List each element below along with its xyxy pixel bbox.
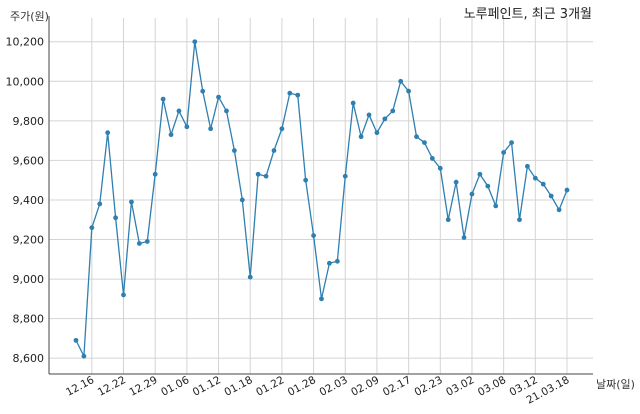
- x-tick-labels: 12.16 12.22 12.29 01.06 01.12 01.18 01.22 01.28…: [64, 374, 571, 407]
- data-points: [73, 39, 570, 359]
- grid: [49, 18, 593, 374]
- data-point: [540, 181, 546, 187]
- data-point: [532, 175, 538, 181]
- x-tick-label: 02.17: [381, 374, 413, 399]
- data-point: [81, 353, 87, 359]
- data-point: [295, 92, 301, 98]
- data-point: [311, 233, 316, 238]
- x-tick-label: 03.08: [476, 374, 508, 399]
- data-point: [247, 274, 253, 280]
- x-tick-label: 02.09: [349, 374, 381, 399]
- axes: [48, 16, 593, 375]
- data-point: [422, 140, 427, 146]
- data-point: [89, 225, 95, 231]
- y-tick-label: 9,600: [13, 154, 45, 167]
- data-point: [525, 163, 530, 169]
- data-point: [113, 215, 118, 221]
- y-tick-label: 10,000: [6, 75, 45, 88]
- y-tick-label: 10,200: [6, 36, 45, 49]
- chart-title: 노루페인트, 최근 3개월: [464, 7, 592, 22]
- data-point: [501, 150, 507, 155]
- data-point: [429, 156, 435, 161]
- data-point: [263, 173, 269, 179]
- x-tick-label: 01.18: [222, 374, 254, 399]
- data-point: [319, 296, 324, 302]
- y-tick-labels: 8,600 8,800 9,000 9,200 9,400 9,600 9,800 10,00…: [6, 36, 45, 365]
- data-point: [390, 108, 396, 114]
- data-point: [184, 124, 190, 130]
- data-point: [342, 173, 348, 179]
- data-point: [160, 96, 166, 102]
- data-point: [382, 116, 388, 122]
- data-point: [129, 199, 134, 205]
- data-point: [73, 337, 79, 343]
- data-point: [136, 241, 142, 246]
- x-tick-label: 02.03: [317, 374, 349, 399]
- x-tick-label: 12.29: [127, 374, 159, 399]
- data-point: [287, 90, 293, 96]
- x-axis-label: 날짜(일): [596, 377, 635, 391]
- y-tick-label: 9,800: [13, 115, 45, 128]
- y-tick-label: 8,800: [13, 313, 45, 326]
- y-tick-label: 9,000: [13, 273, 45, 286]
- data-point: [168, 132, 174, 138]
- data-point: [406, 88, 412, 94]
- data-point: [200, 88, 206, 94]
- series-line: [75, 41, 568, 359]
- data-point: [414, 134, 419, 140]
- y-tick-label: 9,200: [13, 234, 45, 247]
- data-point: [445, 217, 451, 223]
- data-point: [231, 148, 237, 153]
- data-point: [192, 39, 198, 45]
- data-point: [556, 207, 562, 213]
- data-point: [271, 148, 277, 153]
- data-point: [358, 134, 364, 140]
- y-tick-label: 8,600: [13, 352, 45, 365]
- y-tick-label: 9,400: [13, 194, 45, 207]
- data-point: [97, 201, 103, 207]
- data-point: [517, 217, 522, 223]
- x-tick-label: 01.06: [159, 374, 191, 399]
- data-point: [255, 171, 261, 177]
- x-tick-label: 12.16: [64, 374, 96, 399]
- data-point: [350, 100, 356, 106]
- x-tick-label: 12.22: [96, 374, 128, 399]
- data-point: [453, 179, 459, 185]
- data-point: [469, 191, 475, 197]
- data-point: [216, 94, 221, 100]
- data-point: [334, 258, 340, 264]
- x-tick-label: 01.28: [286, 374, 318, 399]
- y-axis-label: 주가(원): [10, 10, 49, 23]
- data-point: [374, 130, 380, 136]
- x-tick-label: 02.23: [413, 374, 445, 399]
- data-point: [327, 260, 332, 266]
- data-point: [461, 235, 467, 240]
- data-point: [208, 126, 214, 132]
- data-point: [121, 292, 126, 298]
- data-point: [152, 171, 158, 177]
- data-point: [564, 187, 570, 193]
- data-point: [224, 108, 229, 114]
- x-tick-label: 01.22: [254, 374, 286, 399]
- x-tick-label: 01.12: [191, 374, 223, 399]
- data-point: [477, 171, 483, 177]
- data-point: [176, 108, 182, 114]
- data-point: [548, 193, 554, 199]
- data-point: [366, 112, 372, 118]
- data-point: [303, 177, 309, 183]
- data-point: [144, 239, 150, 244]
- data-point: [105, 130, 111, 136]
- data-point: [493, 203, 499, 209]
- x-tick-label: 03.02: [444, 374, 476, 399]
- data-point: [279, 126, 285, 132]
- data-point: [398, 78, 404, 84]
- data-point: [485, 183, 491, 189]
- data-point: [509, 140, 514, 146]
- data-point: [437, 165, 443, 171]
- data-point: [239, 197, 245, 203]
